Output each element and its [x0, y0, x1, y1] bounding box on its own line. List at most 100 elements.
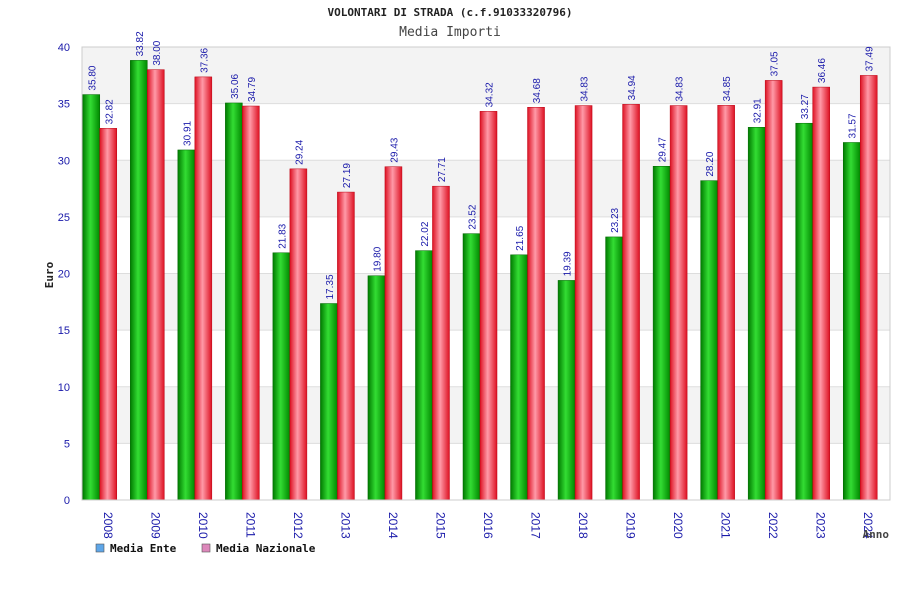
data-label: 35.80 [87, 65, 98, 90]
data-label: 36.46 [817, 58, 828, 83]
bar-ente [367, 275, 386, 501]
x-tick-label: 2010 [196, 512, 210, 539]
data-label: 23.52 [468, 204, 479, 229]
plot-border [81, 46, 891, 501]
chart-subtitle: Media Importi [399, 25, 501, 40]
y-tick-label: 5 [64, 438, 70, 450]
y-tick-label: 40 [58, 42, 70, 54]
bar-ente [177, 149, 196, 501]
bar-ente [795, 122, 813, 501]
grid-band [82, 47, 890, 104]
y-tick-label: 30 [58, 155, 70, 167]
x-tick-label: 2016 [481, 512, 495, 539]
data-label: 17.35 [325, 274, 336, 299]
x-tick-label: 2024 [861, 512, 875, 539]
x-tick-label: 2023 [814, 512, 828, 539]
x-tick-label: 2013 [338, 512, 352, 539]
x-tick-label: 2012 [291, 512, 305, 539]
data-label: 23.23 [610, 207, 621, 232]
y-tick-label: 10 [58, 382, 70, 394]
bar-nazionale [764, 80, 783, 501]
x-tick-label: 2009 [148, 512, 162, 539]
data-label: 32.91 [753, 98, 764, 123]
bar-nazionale [479, 111, 498, 501]
data-label: 31.57 [848, 113, 859, 138]
bar-ente [557, 280, 576, 501]
data-label: 34.79 [247, 77, 258, 102]
data-label: 21.83 [277, 223, 288, 248]
bar-nazionale [812, 86, 830, 501]
y-tick-label: 15 [58, 325, 70, 337]
bar-ente [130, 60, 148, 501]
bar-ente [605, 236, 623, 501]
bar-ente [747, 127, 766, 501]
data-label: 37.36 [199, 47, 210, 72]
data-label: 37.05 [770, 51, 781, 76]
bar-nazionale [384, 166, 403, 501]
data-label: 33.82 [135, 31, 146, 56]
data-label: 34.32 [485, 82, 496, 107]
bar-nazionale [669, 105, 688, 501]
data-label: 21.65 [515, 225, 526, 250]
bar-nazionale [337, 191, 355, 501]
y-tick-label: 0 [64, 495, 70, 507]
bar-ente [510, 254, 528, 501]
chart-title: VOLONTARI DI STRADA (c.f.91033320796) [327, 6, 573, 19]
legend-swatch [201, 543, 211, 553]
bar-nazionale [242, 105, 260, 501]
y-tick-label: 25 [58, 212, 70, 224]
data-label: 34.83 [580, 76, 591, 101]
x-tick-label: 2022 [766, 512, 780, 539]
bar-ente [225, 102, 243, 501]
data-label: 38.00 [152, 40, 163, 65]
data-label: 19.39 [563, 251, 574, 276]
bar-nazionale [527, 106, 545, 501]
x-tick-label: 2020 [671, 512, 685, 539]
data-label: 19.80 [372, 246, 383, 271]
x-tick-label: 2018 [576, 512, 590, 539]
x-tick-label: 2017 [529, 512, 543, 539]
bars-layer [82, 60, 878, 501]
bar-nazionale [574, 105, 593, 501]
axes-layer: 0 5 10 15 20 25 30 35 40 2008 2009 2010 2011 2012 2013… [43, 42, 891, 541]
data-label: 30.91 [182, 120, 193, 145]
data-label: 35.06 [230, 73, 241, 98]
data-label: 27.71 [437, 157, 448, 182]
data-label: 34.94 [627, 75, 638, 100]
data-label: 34.68 [532, 78, 543, 103]
data-label: 29.47 [658, 137, 669, 162]
bar-nazionale [622, 104, 640, 501]
y-tick-label: 20 [58, 269, 70, 281]
bar-nazionale [859, 75, 878, 501]
data-label: 29.24 [294, 139, 305, 164]
x-tick-label: 2021 [719, 512, 733, 539]
y-tick-label: 35 [58, 99, 70, 111]
legend-label: Media Ente [110, 542, 177, 555]
bar-ente [462, 233, 481, 501]
x-tick-label: 2011 [243, 512, 257, 538]
bar-nazionale [99, 128, 118, 501]
legend-label: Media Nazionale [216, 542, 316, 555]
bar-ente [700, 180, 718, 501]
bar-nazionale [289, 168, 308, 501]
data-label: 27.19 [342, 163, 353, 188]
bar-nazionale [432, 185, 450, 501]
x-tick-label: 2015 [433, 512, 447, 539]
data-label: 33.27 [800, 94, 811, 119]
bar-nazionale [194, 76, 213, 501]
legend: Media Ente Media Nazionale [95, 542, 316, 555]
bar-nazionale [717, 105, 735, 501]
bar-ente [415, 250, 433, 501]
bar-ente [842, 142, 861, 501]
data-label: 34.83 [675, 76, 686, 101]
y-axis-title: Euro [43, 261, 56, 288]
data-label: 22.02 [420, 221, 431, 246]
bar-ente [652, 166, 671, 501]
data-label: 34.85 [722, 76, 733, 101]
x-tick-label: 2014 [386, 512, 400, 539]
x-tick-label: 2019 [624, 512, 638, 539]
data-label: 32.82 [104, 99, 115, 124]
x-tick-label: 2008 [101, 512, 115, 539]
legend-swatch [95, 543, 105, 553]
